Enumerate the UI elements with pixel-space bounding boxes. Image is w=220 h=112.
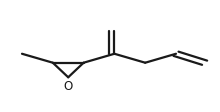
Text: O: O bbox=[64, 80, 73, 93]
